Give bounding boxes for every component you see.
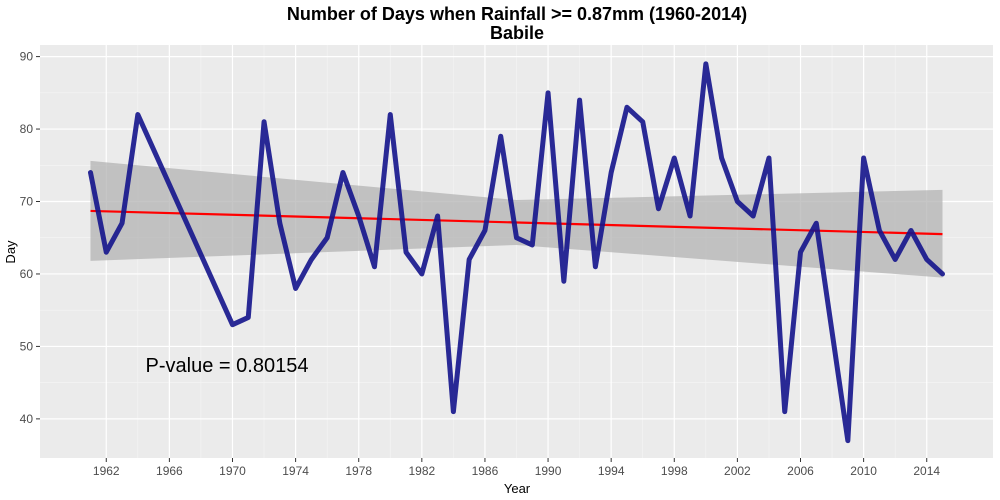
x-tick-label: 1966 — [156, 464, 183, 478]
x-tick-label: 1974 — [282, 464, 309, 478]
x-tick-label: 1962 — [93, 464, 120, 478]
x-tick-label: 2002 — [724, 464, 751, 478]
y-tick-label: 40 — [20, 412, 34, 426]
x-tick-label: 2014 — [913, 464, 940, 478]
x-tick-label: 2006 — [787, 464, 814, 478]
x-tick-label: 1994 — [598, 464, 625, 478]
chart-title: Number of Days when Rainfall >= 0.87mm (… — [287, 4, 747, 24]
confidence-band — [90, 160, 943, 278]
series-line-layer — [87, 61, 946, 444]
rainfall-days-line — [87, 61, 946, 444]
y-tick-label: 50 — [20, 339, 34, 353]
y-tick-label: 90 — [20, 50, 34, 64]
y-tick-label: 70 — [20, 195, 34, 209]
x-tick-label: 1982 — [408, 464, 435, 478]
chart-subtitle: Babile — [490, 23, 544, 43]
x-axis-title: Year — [504, 481, 531, 496]
confidence-band-layer — [90, 160, 943, 278]
y-tick-label: 60 — [20, 267, 34, 281]
x-tick-label: 1998 — [661, 464, 688, 478]
y-axis-title: Day — [3, 240, 18, 264]
axis-ticks: 1962 1966 1970 1974 1978 1982 1986 1990 1994 1998… — [20, 50, 941, 478]
x-tick-label: 1986 — [472, 464, 499, 478]
p-value-annotation: P-value = 0.80154 — [146, 355, 309, 377]
x-tick-label: 1970 — [219, 464, 246, 478]
x-tick-label: 2010 — [850, 464, 877, 478]
y-tick-label: 80 — [20, 122, 34, 136]
x-tick-label: 1978 — [345, 464, 372, 478]
x-tick-label: 1990 — [535, 464, 562, 478]
